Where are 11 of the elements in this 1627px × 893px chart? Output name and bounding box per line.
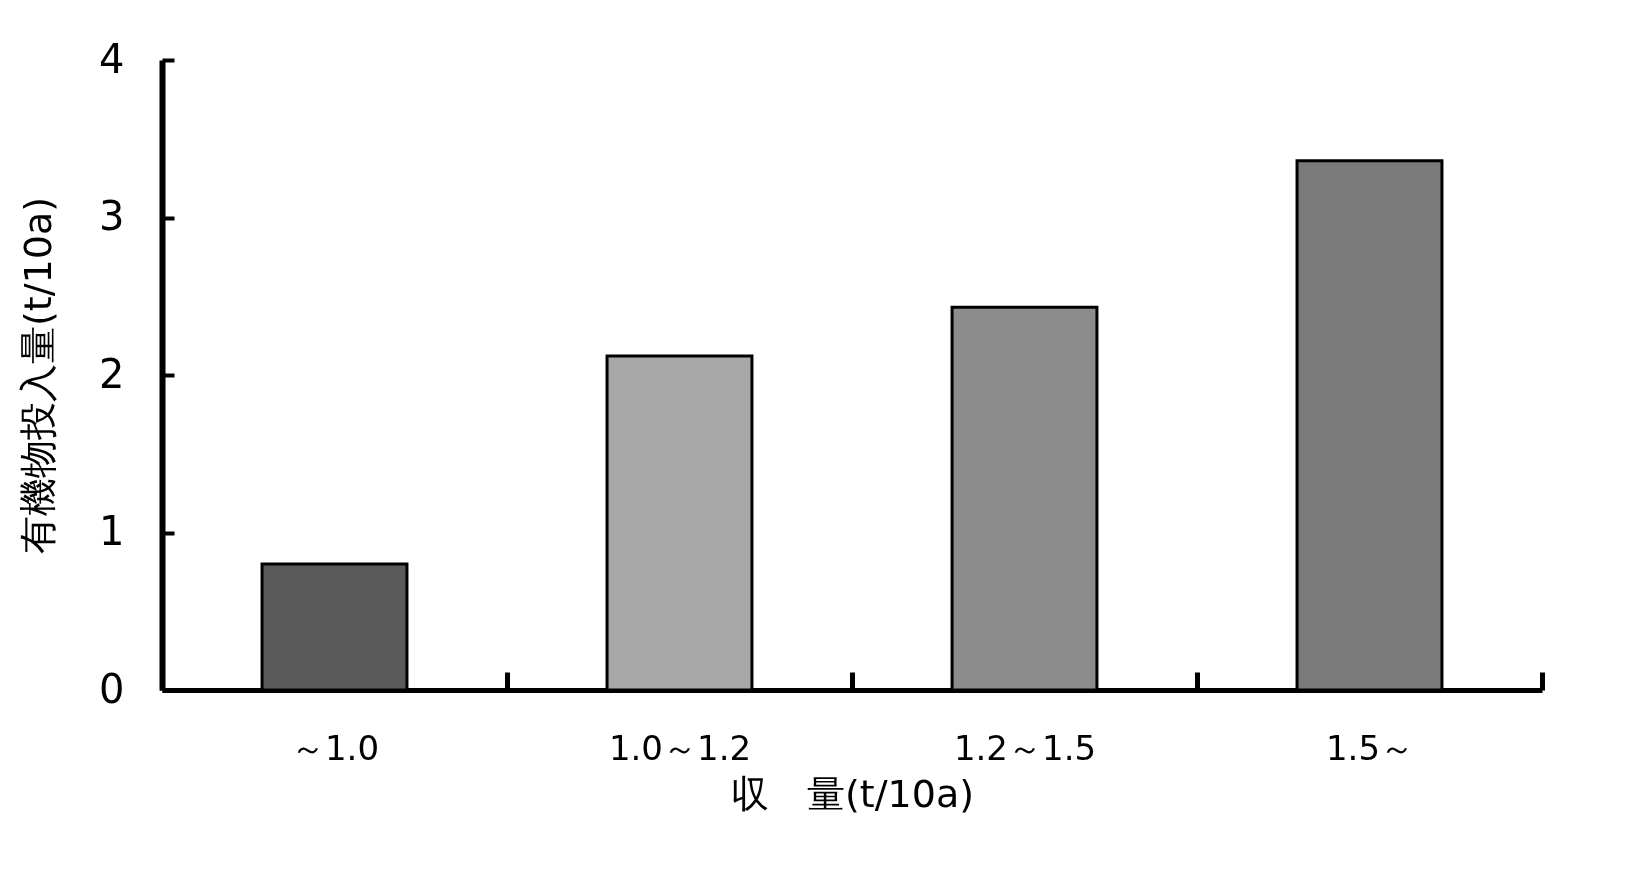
x-axis-title: 収 量(t/10a) (731, 771, 974, 816)
x-tick-label: ～1.0 (290, 727, 380, 768)
y-tick-label: 0 (99, 665, 125, 712)
y-tick-label: 1 (99, 508, 125, 554)
y-tick-label: 2 (99, 350, 125, 397)
x-tick-label: 1.5～ (1325, 727, 1415, 768)
x-tick-label: 1.2～1.5 (953, 727, 1097, 768)
y-axis-title: 有機物投入量(t/10a) (16, 197, 61, 554)
x-tick-label: 1.0～1.2 (608, 727, 752, 768)
y-tick-label: 3 (99, 193, 125, 239)
y-tick-label: 4 (99, 35, 125, 82)
